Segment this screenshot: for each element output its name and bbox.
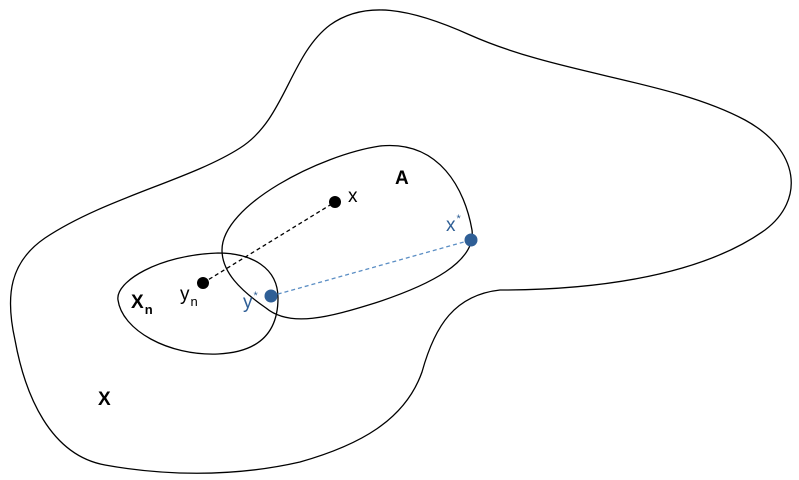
dashed-line-yn-to-x	[202, 201, 336, 284]
label-point-xstar: x*	[446, 213, 462, 236]
point-yn	[197, 277, 209, 289]
label-point-yn: yn	[180, 284, 198, 309]
label-set-xn: Xn	[131, 292, 153, 317]
label-set-a: A	[395, 168, 409, 189]
point-xstar	[464, 233, 478, 247]
point-x	[329, 196, 341, 208]
set-xn-boundary	[117, 252, 279, 355]
point-ystar	[264, 289, 278, 303]
dashed-line-ystar-to-xstar	[270, 239, 472, 297]
set-a-boundary	[221, 144, 473, 320]
label-point-ystar: y*	[243, 290, 259, 313]
label-point-x: x	[348, 186, 358, 207]
label-set-x: X	[98, 389, 111, 410]
set-x-boundary	[9, 9, 792, 474]
